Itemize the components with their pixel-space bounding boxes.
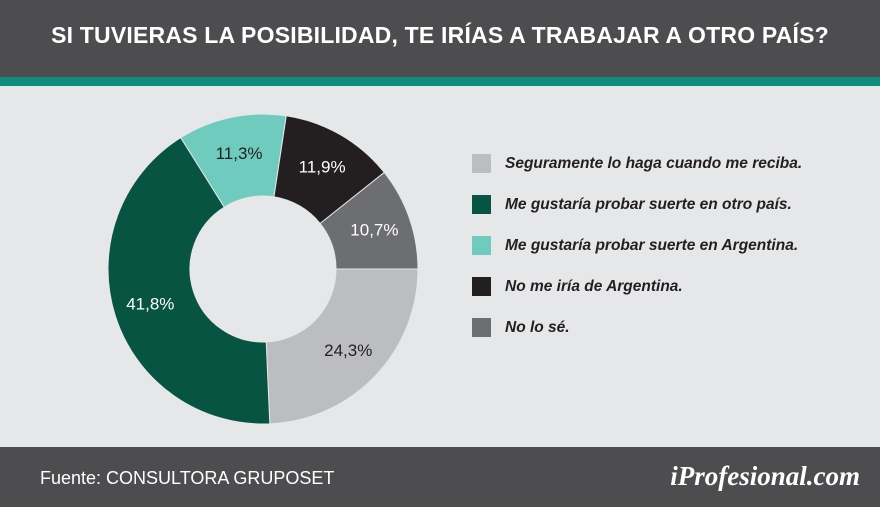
legend-label: Me gustaría probar suerte en Argentina. (505, 236, 799, 254)
legend-label: Seguramente lo haga cuando me reciba. (505, 154, 803, 172)
legend-item-no-lo-se: No lo sé. (472, 317, 872, 338)
legend-item-reciba: Seguramente lo haga cuando me reciba. (472, 153, 872, 174)
slice-label-3: 11,9% (299, 157, 346, 176)
slice-label-4: 10,7% (350, 221, 398, 240)
legend-swatch-reciba (472, 154, 491, 173)
legend-swatch-no-lo-se (472, 318, 491, 337)
donut-slice-1 (107, 136, 271, 425)
chart-title: SI TUVIERAS LA POSIBILIDAD, TE IRÍAS A T… (51, 22, 829, 48)
legend-item-argentina: Me gustaría probar suerte en Argentina. (472, 235, 872, 256)
legend-label: Me gustaría probar suerte en otro país. (505, 195, 792, 213)
legend-swatch-argentina (472, 236, 491, 255)
donut-chart-area: 24,3% 41,8% 11,3% 11,9% 10,7% Seguramente lo… (0, 86, 880, 447)
source-text: Fuente: CONSULTORA GRUPOSET (40, 468, 335, 488)
donut-slice-0 (265, 268, 419, 425)
header-bar: SI TUVIERAS LA POSIBILIDAD, TE IRÍAS A T… (0, 0, 880, 77)
legend-item-no-me-iria: No me iría de Argentina. (472, 276, 872, 297)
donut-slice-4 (319, 171, 419, 270)
legend-swatch-otro-pais (472, 195, 491, 214)
slice-label-1: 41,8% (126, 295, 174, 314)
footer-bar: Fuente: CONSULTORA GRUPOSET iProfesional… (0, 447, 880, 507)
brand-logo: iProfesional.com (670, 461, 860, 491)
legend-item-otro-pais: Me gustaría probar suerte en otro país. (472, 194, 872, 215)
slice-label-2: 11,3% (216, 144, 263, 163)
slice-label-0: 24,3% (324, 341, 372, 360)
legend-label: No lo sé. (505, 318, 570, 336)
legend: Seguramente lo haga cuando me reciba. Me… (472, 153, 872, 358)
legend-swatch-no-me-iria (472, 277, 491, 296)
accent-divider (0, 77, 880, 86)
legend-label: No me iría de Argentina. (505, 277, 683, 295)
donut-chart: 24,3% 41,8% 11,3% 11,9% 10,7% (107, 113, 419, 425)
